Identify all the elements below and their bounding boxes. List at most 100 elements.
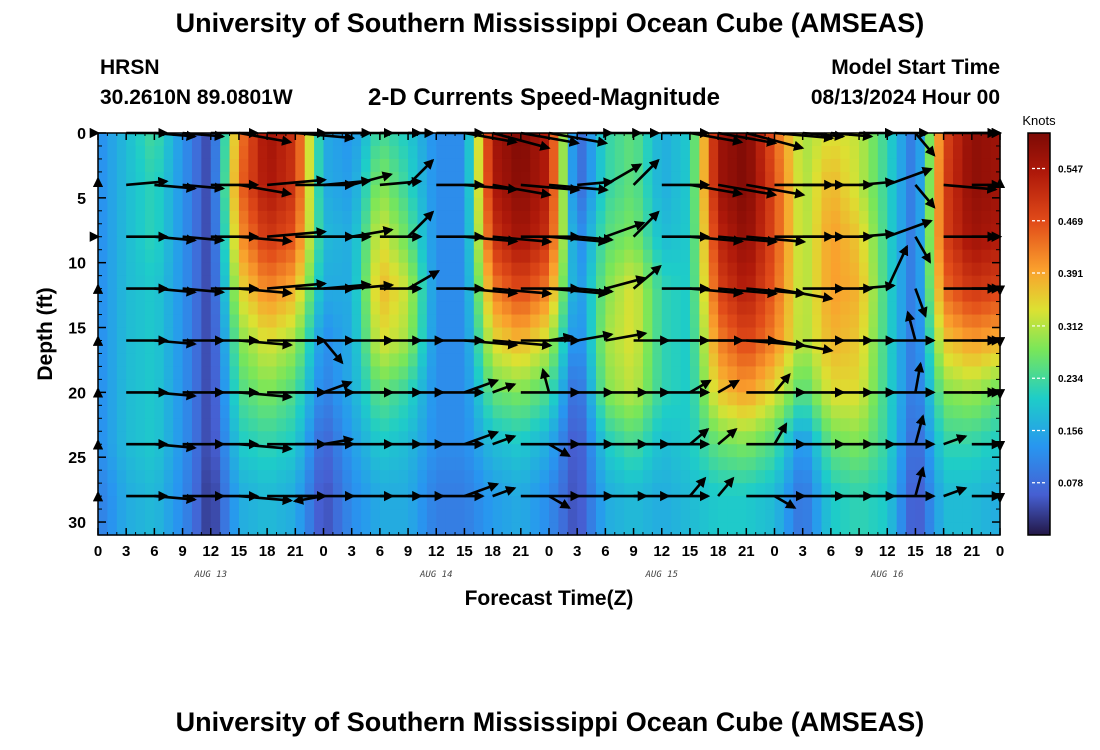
heatmap-cell: [201, 262, 212, 277]
heatmap-cell: [877, 197, 888, 212]
heatmap-cell: [614, 470, 625, 484]
heatmap-cell: [746, 327, 757, 342]
heatmap-cell: [887, 509, 898, 523]
heatmap-cell: [614, 522, 625, 536]
heatmap-cell: [896, 496, 907, 510]
heatmap-cell: [962, 236, 973, 251]
heatmap-cell: [887, 145, 898, 160]
heatmap-cell: [248, 496, 259, 510]
heatmap-cell: [502, 496, 513, 510]
heatmap-cell: [295, 314, 306, 329]
heatmap-cell: [652, 275, 663, 290]
heatmap-cell: [238, 353, 249, 368]
heatmap-cell: [586, 418, 597, 432]
heatmap-cell: [840, 379, 851, 393]
heatmap-cell: [473, 262, 484, 277]
heatmap-cell: [624, 327, 635, 342]
heatmap-cell: [783, 133, 794, 147]
heatmap-cell: [408, 288, 419, 303]
heatmap-cell: [859, 314, 870, 329]
heatmap-cell: [793, 509, 804, 523]
heatmap-cell: [896, 288, 907, 303]
heatmap-cell: [351, 223, 362, 238]
x-tick-label: 15: [682, 543, 699, 560]
heatmap-cell: [971, 197, 982, 212]
heatmap-cell: [633, 405, 644, 419]
heatmap-cell: [107, 210, 118, 225]
heatmap-cell: [586, 470, 597, 484]
heatmap-cell: [361, 262, 372, 277]
heatmap-cell: [191, 158, 202, 173]
heatmap-cell: [276, 353, 287, 368]
heatmap-cell: [708, 249, 719, 264]
heatmap-cell: [633, 145, 644, 160]
heatmap-cell: [755, 470, 766, 484]
heatmap-cell: [605, 470, 616, 484]
heatmap-cell: [323, 353, 334, 368]
heatmap-cell: [144, 288, 155, 303]
heatmap-cell: [661, 379, 672, 393]
heatmap-cell: [896, 470, 907, 484]
current-vector-arrow: [323, 280, 372, 291]
heatmap-cell: [877, 210, 888, 225]
heatmap-cell: [502, 288, 513, 303]
heatmap-cell: [201, 184, 212, 199]
heatmap-cell: [586, 249, 597, 264]
heatmap-cell: [783, 418, 794, 432]
heatmap-cell: [107, 158, 118, 173]
current-vector-arrow: [182, 182, 226, 193]
heatmap-cell: [877, 457, 888, 471]
heatmap-cell: [163, 236, 174, 251]
heatmap-cell: [361, 392, 372, 406]
heatmap-cell: [708, 522, 719, 536]
heatmap-cell: [455, 301, 466, 316]
heatmap-cell: [868, 210, 879, 225]
heatmap-cell: [464, 392, 475, 406]
heatmap-cell: [267, 444, 278, 458]
heatmap-cell: [924, 353, 935, 368]
heatmap-cell: [539, 457, 550, 471]
heatmap-cell: [210, 392, 221, 406]
heatmap-cell: [680, 457, 691, 471]
heatmap-cell: [765, 314, 776, 329]
heatmap-cell: [107, 457, 118, 471]
heatmap-cell: [248, 158, 259, 173]
heatmap-cell: [455, 366, 466, 380]
current-vector-arrow: [688, 476, 707, 497]
heatmap-cell: [464, 301, 475, 316]
heatmap-cell: [511, 444, 522, 458]
heatmap-cell: [417, 509, 428, 523]
heatmap-cell: [98, 236, 108, 251]
heatmap-cell: [210, 301, 221, 316]
heatmap-cell: [389, 301, 400, 316]
current-vector-arrow: [464, 339, 519, 350]
heatmap-cell: [990, 327, 1001, 342]
heatmap-cell: [530, 353, 541, 368]
heatmap-cell: [802, 522, 813, 536]
heatmap-cell: [191, 184, 202, 199]
heatmap-cell: [135, 327, 146, 342]
heatmap-cell: [173, 522, 184, 536]
heatmap-cell: [389, 327, 400, 342]
heatmap-cell: [144, 496, 155, 510]
heatmap-cell: [351, 210, 362, 225]
heatmap-cell: [201, 366, 212, 380]
heatmap-cell: [191, 366, 202, 380]
heatmap-cell: [116, 340, 127, 355]
current-vector-arrow: [858, 177, 896, 188]
heatmap-cell: [971, 288, 982, 303]
heatmap-cell: [558, 288, 569, 303]
heatmap-cell: [849, 171, 860, 186]
heatmap-cell: [642, 301, 653, 316]
heatmap-cell: [126, 133, 137, 147]
heatmap-cell: [633, 457, 644, 471]
x-tick-label: 21: [963, 543, 980, 560]
heatmap-cell: [887, 418, 898, 432]
heatmap-cell: [464, 158, 475, 173]
heatmap-cell: [210, 210, 221, 225]
heatmap-cell: [577, 340, 588, 355]
x-tick-label: 12: [653, 543, 670, 560]
heatmap-cell: [502, 301, 513, 316]
heatmap-cell: [859, 457, 870, 471]
heatmap-cell: [473, 275, 484, 290]
